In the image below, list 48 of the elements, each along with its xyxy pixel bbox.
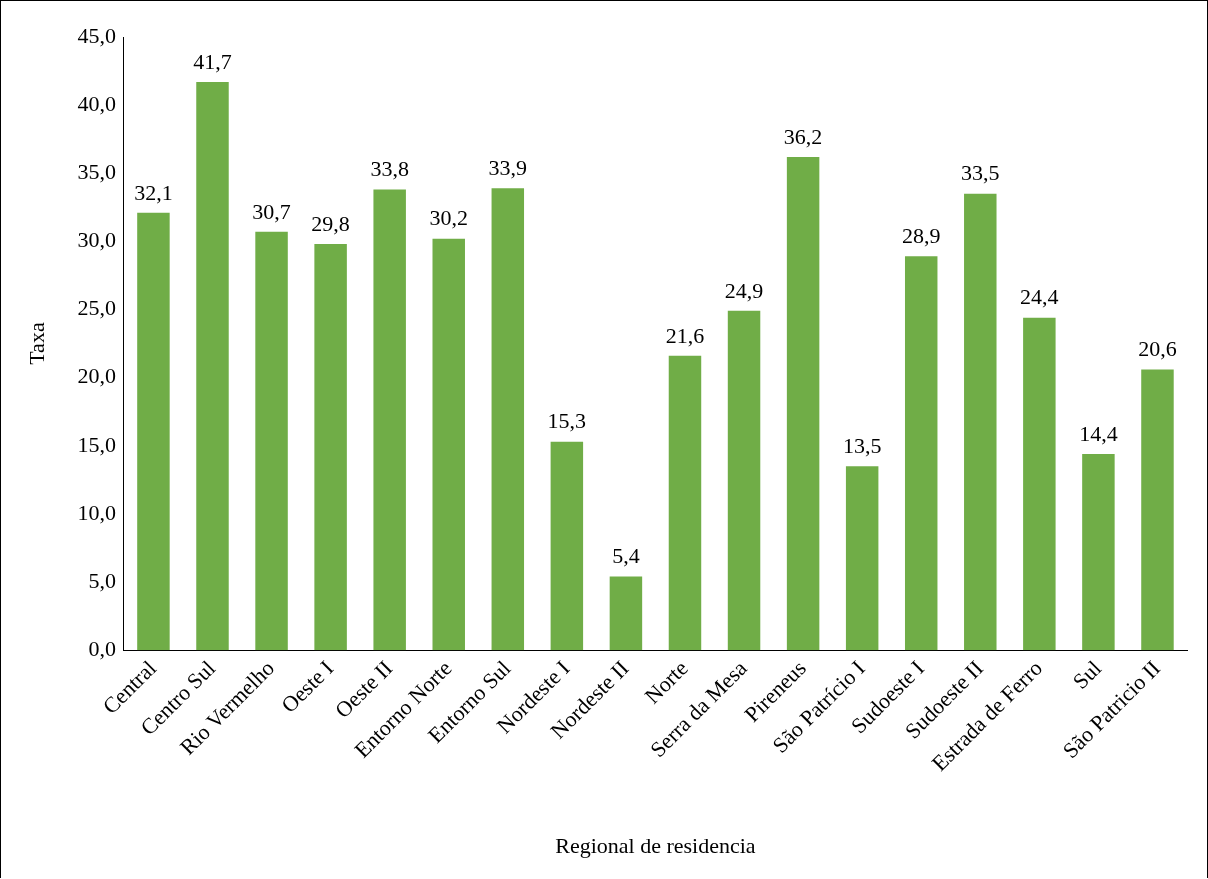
y-tick-label: 45,0: [77, 22, 116, 48]
y-tick-label: 40,0: [77, 90, 116, 116]
y-tick-label: 5,0: [88, 567, 116, 593]
data-label: 24,9: [724, 277, 764, 303]
data-label: 13,5: [842, 432, 882, 458]
bar: [1082, 453, 1115, 651]
bar: [1141, 369, 1174, 651]
data-label: 41,7: [193, 48, 232, 74]
bar: [786, 156, 820, 651]
data-label: 33,8: [370, 156, 409, 182]
y-tick-label: 0,0: [88, 635, 116, 661]
bar: [373, 189, 406, 651]
data-label: 36,2: [783, 123, 823, 149]
data-label: 5,4: [612, 543, 640, 569]
data-label: 15,3: [547, 408, 587, 434]
data-label: 24,4: [1020, 284, 1059, 310]
data-label: 28,9: [901, 223, 941, 249]
bar: [904, 256, 938, 651]
x-axis-title: Regional de residencia: [555, 832, 756, 858]
data-label: 21,6: [665, 322, 705, 348]
y-tick-label: 15,0: [77, 431, 116, 457]
bar: [137, 212, 170, 651]
bar: [845, 466, 879, 651]
y-tick-label: 20,0: [77, 363, 116, 389]
data-label: 32,1: [134, 179, 173, 205]
bar: [550, 441, 584, 651]
y-tick-label: 35,0: [77, 159, 116, 185]
bar: [1023, 317, 1056, 651]
data-label: 29,8: [311, 210, 350, 236]
data-label: 20,6: [1138, 336, 1177, 362]
y-axis-title: Taxa: [23, 322, 49, 365]
data-label: 30,7: [252, 198, 291, 224]
bar: [964, 193, 997, 651]
data-label: 30,2: [429, 205, 468, 231]
y-tick-label: 10,0: [77, 499, 116, 525]
bar: [314, 244, 347, 651]
bar: [609, 576, 643, 651]
bar: [196, 81, 229, 651]
bar: [491, 188, 525, 651]
bar: [255, 231, 288, 651]
data-label: 33,9: [488, 155, 528, 181]
data-label: 14,4: [1079, 420, 1118, 446]
data-label: 33,5: [961, 160, 1000, 186]
y-tick-label: 25,0: [77, 295, 116, 321]
y-tick-label: 30,0: [77, 227, 116, 253]
bar: [727, 310, 761, 651]
bar: [432, 238, 465, 651]
bar: [668, 355, 702, 651]
